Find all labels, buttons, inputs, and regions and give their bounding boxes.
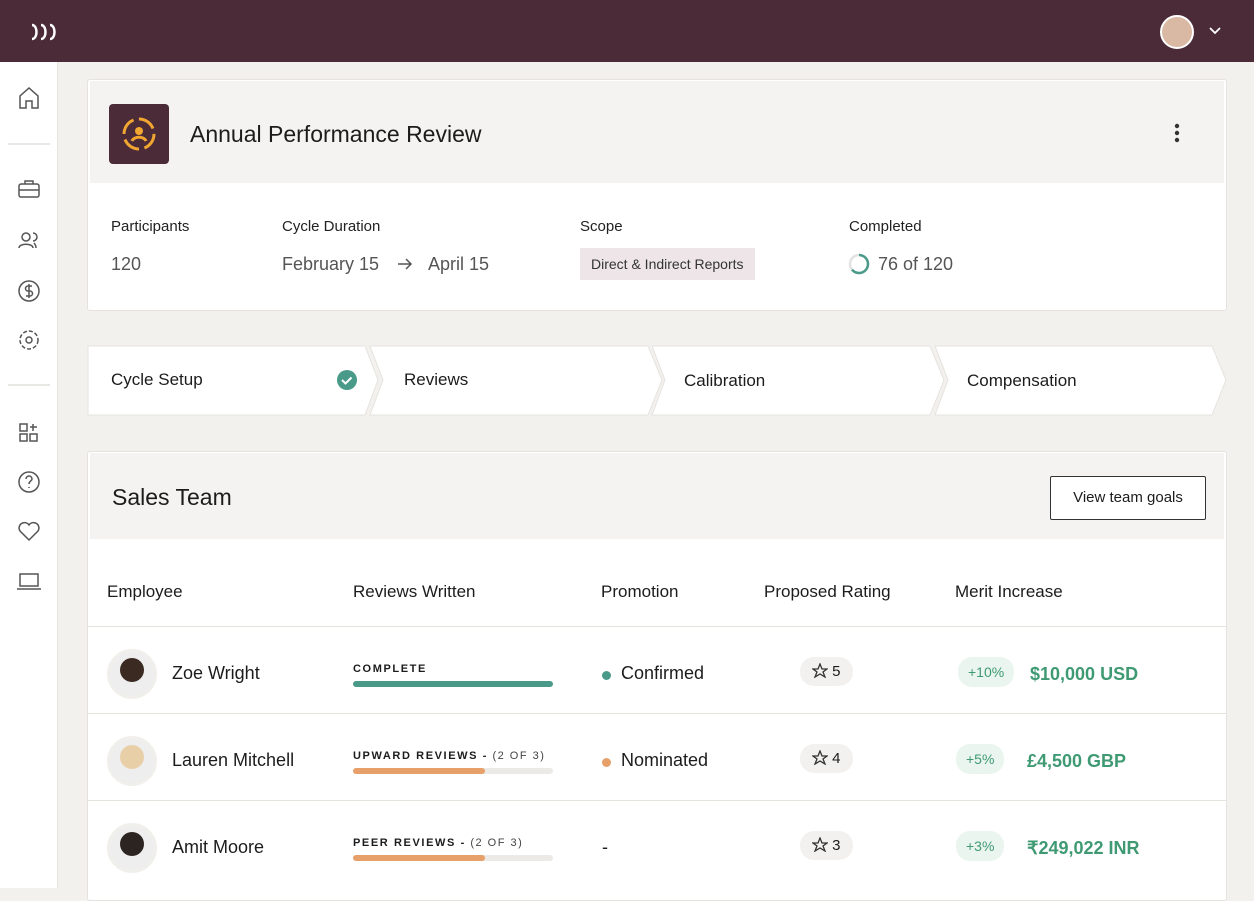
- stat-value: 76 of 120: [878, 254, 954, 274]
- user-avatar[interactable]: [1160, 15, 1194, 49]
- reviews-label: COMPLETE: [353, 663, 427, 675]
- sidebar: [0, 62, 58, 888]
- reviews-label: UPWARD REVIEWS -: [353, 750, 488, 762]
- row-divider: [88, 800, 1226, 801]
- status-dot: [602, 758, 611, 767]
- merit-percent: +10%: [958, 657, 1015, 687]
- rating: 3: [800, 831, 853, 860]
- duration-end: April 15: [428, 254, 490, 274]
- review-header: [90, 81, 1224, 183]
- reviews-label: PEER REVIEWS -: [353, 837, 466, 849]
- column-header: Merit Increase: [955, 582, 1063, 601]
- column-header: Employee: [107, 582, 183, 601]
- employee-name[interactable]: Zoe Wright: [172, 663, 260, 683]
- rating-value: 3: [832, 837, 841, 854]
- reviews-status: COMPLETE: [353, 659, 427, 677]
- stat-value: 120: [111, 254, 142, 274]
- status-dot: [602, 671, 611, 680]
- merit-amount: £4,500 GBP: [1027, 751, 1127, 771]
- rating-value: 4: [832, 750, 841, 767]
- employee-name[interactable]: Amit Moore: [172, 837, 265, 857]
- progress-track: [353, 855, 553, 861]
- rating-value: 5: [832, 663, 841, 680]
- logo[interactable]: [30, 22, 58, 42]
- review-title: Annual Performance Review: [190, 121, 482, 147]
- reviews-status: UPWARD REVIEWS - (2 OF 3): [353, 746, 545, 764]
- column-header: Reviews Written: [353, 582, 476, 601]
- scope-tag: Direct & Indirect Reports: [580, 248, 755, 280]
- nav-icons[interactable]: [0, 62, 58, 888]
- reviews-status: PEER REVIEWS - (2 OF 3): [353, 833, 523, 851]
- review-card: Annual Performance Review Participants 1…: [87, 79, 1227, 311]
- progress-fill: [353, 855, 485, 861]
- reviews-count: (2 OF 3): [470, 837, 524, 849]
- stat-label: Participants: [111, 218, 190, 235]
- row-divider: [88, 626, 1226, 627]
- progress-fill: [353, 681, 553, 687]
- progress-fill: [353, 768, 485, 774]
- promotion: Confirmed: [621, 663, 705, 683]
- avatar: [107, 823, 157, 873]
- team-title: Sales Team: [112, 484, 232, 510]
- stat-label: Scope: [580, 218, 623, 235]
- employee-name[interactable]: Lauren Mitchell: [172, 750, 295, 770]
- top-bar: [0, 0, 1254, 62]
- stat-label: Completed: [849, 218, 922, 235]
- rating: 5: [800, 657, 853, 686]
- steps: [87, 345, 1227, 416]
- stat-label: Cycle Duration: [282, 218, 381, 235]
- merit-percent: +5%: [956, 744, 1005, 774]
- merit-percent: +3%: [956, 831, 1005, 861]
- column-header: Promotion: [601, 582, 679, 601]
- progress-track: [353, 681, 553, 687]
- more-menu[interactable]: [1172, 122, 1182, 146]
- rating: 4: [800, 744, 853, 773]
- avatar: [107, 736, 157, 786]
- avatar: [107, 649, 157, 699]
- reviews-count: (2 OF 3): [492, 750, 546, 762]
- promotion: -: [602, 837, 608, 857]
- merit-amount: $10,000 USD: [1030, 664, 1139, 684]
- team-card: Sales Team View team goals Employee Revi…: [87, 451, 1227, 901]
- menu-chevron[interactable]: [1208, 26, 1222, 36]
- step[interactable]: Calibration: [684, 371, 766, 390]
- merit-amount: ₹249,022 INR: [1027, 838, 1140, 858]
- step[interactable]: Cycle Setup: [111, 370, 203, 389]
- step[interactable]: Reviews: [404, 370, 469, 389]
- view-goals-button[interactable]: View team goals: [1050, 476, 1206, 520]
- progress-ring: [848, 253, 870, 275]
- duration-start: February 15: [282, 254, 380, 274]
- column-header: Proposed Rating: [764, 582, 891, 601]
- team-header: [90, 453, 1224, 539]
- step[interactable]: Compensation: [967, 371, 1077, 390]
- arrow: [398, 258, 413, 270]
- review-icon: [109, 104, 169, 164]
- promotion: Nominated: [621, 750, 709, 770]
- progress-track: [353, 768, 553, 774]
- row-divider: [88, 713, 1226, 714]
